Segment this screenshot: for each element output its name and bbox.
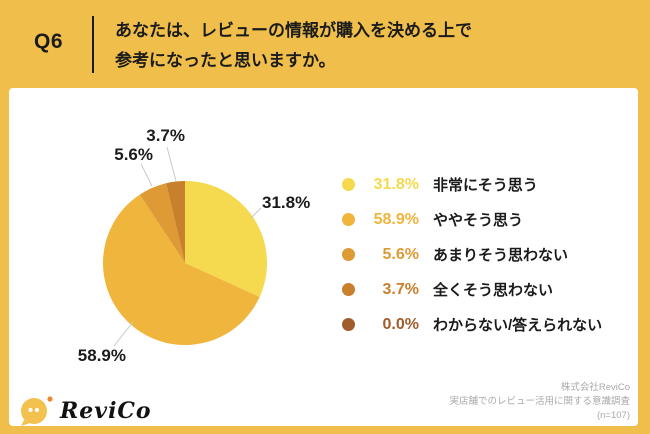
- source-sample-size: (n=107): [596, 410, 630, 421]
- revico-logo-icon: [21, 396, 53, 426]
- source-company: 株式会社ReviCo: [560, 382, 630, 393]
- revico-logo: ReviCo: [20, 395, 152, 427]
- legend-percent: 31.8%: [373, 175, 419, 193]
- pie-slice-3: [166, 181, 185, 263]
- pie-value-label: 3.7%: [146, 126, 185, 145]
- question-line-2: 参考になったと思いますか。: [115, 51, 336, 70]
- legend-label: ややそう思う: [433, 212, 524, 229]
- legend-item: 0.0% わからない/答えられない: [342, 307, 602, 342]
- pie-slice-0: [185, 181, 267, 297]
- question-line-1: あなたは、レビューの情報が購入を決める上で: [115, 21, 472, 40]
- pie-slice-2: [139, 183, 185, 263]
- source-survey-title: 実店舗でのレビュー活用に関する意識調査: [449, 396, 630, 407]
- legend-swatch: [342, 283, 355, 296]
- legend-percent: 5.6%: [382, 245, 419, 263]
- question-number: Q6: [34, 30, 64, 53]
- legend-swatch: [342, 248, 355, 261]
- header-divider: [92, 16, 94, 73]
- legend-percent: 0.0%: [382, 315, 419, 333]
- legend-item: 58.9% ややそう思う: [342, 202, 602, 237]
- legend-percent: 58.9%: [373, 210, 419, 228]
- legend-label: あまりそう思わない: [433, 247, 569, 264]
- pie-value-label: 5.6%: [114, 145, 153, 164]
- legend-label: わからない/答えられない: [433, 317, 603, 334]
- pie-leader-line: [250, 207, 262, 219]
- legend-swatch: [342, 318, 355, 331]
- pie-value-label: 58.9%: [78, 346, 126, 365]
- pie-leader-line: [140, 163, 153, 187]
- legend-percent: 3.7%: [382, 280, 419, 298]
- source-note: 株式会社ReviCo 実店舗でのレビュー活用に関する意識調査 (n=107): [449, 381, 630, 423]
- pie-value-label: 31.8%: [262, 193, 310, 212]
- pie-leader-line: [113, 321, 134, 347]
- legend-swatch: [342, 178, 355, 191]
- legend-swatch: [342, 213, 355, 226]
- legend-label: 全くそう思わない: [433, 282, 554, 299]
- legend-item: 5.6% あまりそう思わない: [342, 237, 602, 272]
- revico-logo-text: ReviCo: [60, 398, 152, 424]
- pie-slice-1: [102, 194, 260, 345]
- question-text: あなたは、レビューの情報が購入を決める上で 参考になったと思いますか。: [115, 16, 472, 76]
- legend-label: 非常にそう思う: [433, 177, 538, 194]
- legend-item: 3.7% 全くそう思わない: [342, 272, 602, 307]
- legend: 31.8% 非常にそう思う 58.9% ややそう思う 5.6% あまりそう思わな…: [342, 167, 602, 342]
- legend-item: 31.8% 非常にそう思う: [342, 167, 602, 202]
- pie-leader-line: [166, 146, 177, 182]
